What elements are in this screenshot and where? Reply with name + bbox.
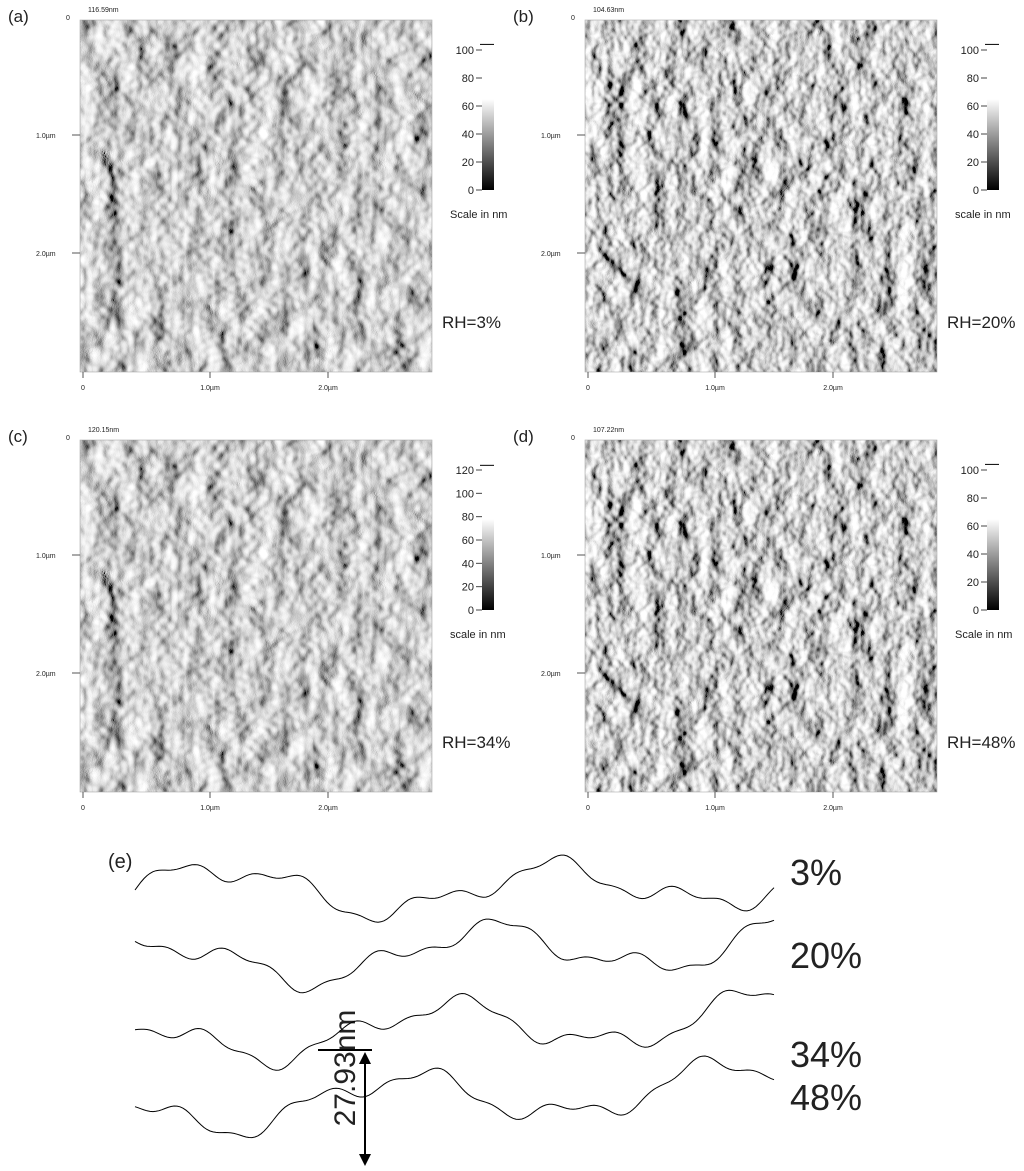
panel-label: (d) (513, 427, 534, 446)
x-axis-label: 2.0µm (823, 385, 843, 392)
colorbar-tick-label: 100 (961, 45, 979, 57)
afm-panels: (a) 116.59nm 0 1.0µm 2.0µm 0 1.0µm 2.0µm 0 20 40 60… (8, 7, 1016, 812)
x-axis-label: 0 (586, 385, 590, 392)
panel-label: (c) (8, 427, 28, 446)
x-axis-label: 1.0µm (200, 805, 220, 812)
x-axis-label: 0 (81, 805, 85, 812)
colorbar-tick-label: 80 (967, 493, 979, 505)
afm-panel: (a) 116.59nm 0 1.0µm 2.0µm 0 1.0µm 2.0µm 0 20 40 60… (8, 7, 507, 392)
figure: (a) 116.59nm 0 1.0µm 2.0µm 0 1.0µm 2.0µm 0 20 40 60… (0, 0, 1024, 1171)
panel-label: (a) (8, 7, 29, 26)
y-axis-label: 1.0µm (36, 553, 56, 560)
colorbar-tick-label: 100 (456, 488, 474, 500)
height-label: 27.93nm (329, 1010, 362, 1127)
afm-image (585, 440, 937, 792)
colorbar-tick-label: 20 (462, 157, 474, 169)
profile-label: 3% (790, 852, 842, 893)
colorbar (482, 99, 494, 190)
colorbar (987, 99, 999, 190)
scale-label: Scale in nm (450, 209, 507, 221)
y-axis-label: 2.0µm (36, 251, 56, 258)
afm-image (80, 440, 432, 792)
origin-label: 0 (571, 15, 575, 22)
rh-label: RH=3% (442, 313, 501, 332)
x-axis-label: 0 (81, 385, 85, 392)
colorbar-tick-label: 60 (967, 101, 979, 113)
x-axis-label: 1.0µm (200, 385, 220, 392)
y-axis-label: 2.0µm (541, 671, 561, 678)
colorbar-tick-label: 40 (462, 129, 474, 141)
profile-curve (135, 855, 774, 922)
scale-label: scale in nm (955, 209, 1011, 221)
profile-curve (135, 990, 774, 1070)
max-height-label: 116.59nm (88, 7, 119, 14)
scale-label: scale in nm (450, 629, 506, 641)
colorbar-tick-label: 60 (462, 535, 474, 547)
colorbar-tick-label: 80 (967, 73, 979, 85)
panel-label: (e) (108, 851, 132, 873)
colorbar-tick-label: 120 (456, 465, 474, 477)
rh-label: RH=20% (947, 313, 1016, 332)
colorbar-tick-label: 0 (468, 185, 474, 197)
colorbar-tick-label: 80 (462, 73, 474, 85)
profile-label: 20% (790, 935, 862, 976)
x-axis-label: 1.0µm (705, 805, 725, 812)
x-axis-label: 2.0µm (318, 385, 338, 392)
max-height-label: 107.22nm (593, 427, 624, 434)
colorbar-tick-label: 0 (973, 185, 979, 197)
panel-label: (b) (513, 7, 534, 26)
colorbar-tick-label: 20 (462, 582, 474, 594)
y-axis-label: 1.0µm (541, 553, 561, 560)
colorbar (987, 519, 999, 610)
colorbar-tick-label: 0 (468, 605, 474, 617)
colorbar-tick-label: 100 (456, 45, 474, 57)
y-axis-label: 1.0µm (36, 133, 56, 140)
max-height-label: 104.63nm (593, 7, 624, 14)
rh-label: RH=48% (947, 733, 1016, 752)
colorbar-tick-label: 0 (973, 605, 979, 617)
profile-curve (135, 1056, 774, 1138)
colorbar-tick-label: 80 (462, 512, 474, 524)
x-axis-label: 0 (586, 805, 590, 812)
profile-label: 34% (790, 1034, 862, 1075)
afm-image (585, 20, 937, 372)
profile-label: 48% (790, 1077, 862, 1118)
x-axis-label: 2.0µm (823, 805, 843, 812)
afm-image (80, 20, 432, 372)
afm-panel: (d) 107.22nm 0 1.0µm 2.0µm 0 1.0µm 2.0µm 0 20 40 60… (513, 427, 1016, 812)
colorbar-tick-label: 20 (967, 577, 979, 589)
rh-label: RH=34% (442, 733, 511, 752)
y-axis-label: 1.0µm (541, 133, 561, 140)
x-axis-label: 1.0µm (705, 385, 725, 392)
colorbar (482, 519, 494, 610)
colorbar-tick-label: 40 (462, 558, 474, 570)
y-axis-label: 2.0µm (541, 251, 561, 258)
origin-label: 0 (571, 435, 575, 442)
afm-panel: (c) 120.15nm 0 1.0µm 2.0µm 0 1.0µm 2.0µm 0 20 40 60… (8, 427, 511, 812)
afm-panel: (b) 104.63nm 0 1.0µm 2.0µm 0 1.0µm 2.0µm 0 20 40 60… (513, 7, 1016, 392)
colorbar-tick-label: 100 (961, 465, 979, 477)
origin-label: 0 (66, 15, 70, 22)
scale-label: Scale in nm (955, 629, 1012, 641)
colorbar-tick-label: 40 (967, 129, 979, 141)
max-height-label: 120.15nm (88, 427, 119, 434)
colorbar-tick-label: 60 (967, 521, 979, 533)
colorbar-tick-label: 40 (967, 549, 979, 561)
x-axis-label: 2.0µm (318, 805, 338, 812)
profile-curve (135, 919, 774, 993)
origin-label: 0 (66, 435, 70, 442)
colorbar-tick-label: 60 (462, 101, 474, 113)
profiles: (e) 27.93nm 3% 20% 34%48% (108, 851, 862, 1160)
y-axis-label: 2.0µm (36, 671, 56, 678)
colorbar-tick-label: 20 (967, 157, 979, 169)
